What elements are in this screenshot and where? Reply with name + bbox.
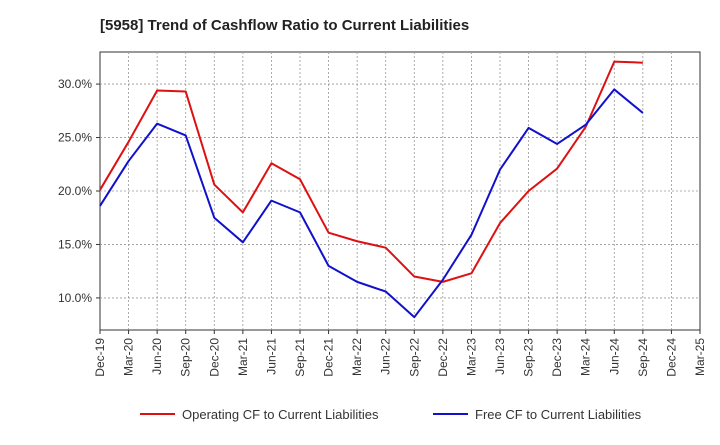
x-tick-label: Mar-21 xyxy=(236,338,250,376)
x-tick-label: Mar-20 xyxy=(122,338,136,376)
x-tick-label: Sep-20 xyxy=(179,338,193,377)
x-tick-label: Sep-23 xyxy=(522,338,536,377)
legend-label-free-cf: Free CF to Current Liabilities xyxy=(475,407,642,422)
x-tick-label: Jun-24 xyxy=(607,338,621,375)
x-tick-label: Mar-23 xyxy=(464,338,478,376)
legend-label-operating-cf: Operating CF to Current Liabilities xyxy=(182,407,379,422)
x-tick-label: Dec-23 xyxy=(550,338,564,377)
series-layer xyxy=(99,60,644,319)
x-tick-label: Jun-21 xyxy=(264,338,278,375)
x-tick-label: Dec-24 xyxy=(664,338,678,377)
y-tick-label: 25.0% xyxy=(58,131,92,145)
x-tick-label: Jun-22 xyxy=(379,338,393,375)
series-line-1 xyxy=(99,88,644,319)
y-tick-label: 10.0% xyxy=(58,291,92,305)
x-tick-label: Dec-19 xyxy=(93,338,107,377)
series-line-0 xyxy=(99,60,643,283)
y-tick-label: 20.0% xyxy=(58,184,92,198)
x-tick-label: Jun-20 xyxy=(150,338,164,375)
x-tick-label: Mar-22 xyxy=(350,338,364,376)
x-tick-label: Sep-22 xyxy=(407,338,421,377)
grid xyxy=(100,52,700,330)
x-tick-label: Dec-20 xyxy=(207,338,221,377)
x-tick-label: Dec-21 xyxy=(322,338,336,377)
chart-title: [5958] Trend of Cashflow Ratio to Curren… xyxy=(100,17,469,34)
legend: Operating CF to Current Liabilities Free… xyxy=(140,407,642,422)
y-tick-label: 30.0% xyxy=(58,77,92,91)
x-tick-label: Mar-24 xyxy=(579,338,593,376)
x-tick-label: Mar-25 xyxy=(693,338,707,376)
x-tick-label: Jun-23 xyxy=(493,338,507,375)
x-tick-label: Sep-21 xyxy=(293,338,307,377)
x-axis: Dec-19 Mar-20 Jun-20 Sep-20 Dec-20 Mar-21 Jun-… xyxy=(93,330,707,377)
x-tick-label: Sep-24 xyxy=(636,338,650,377)
y-axis: 10.0% 15.0% 20.0% 25.0% 30.0% xyxy=(58,77,100,305)
x-tick-label: Dec-22 xyxy=(436,338,450,377)
y-tick-label: 15.0% xyxy=(58,237,92,251)
